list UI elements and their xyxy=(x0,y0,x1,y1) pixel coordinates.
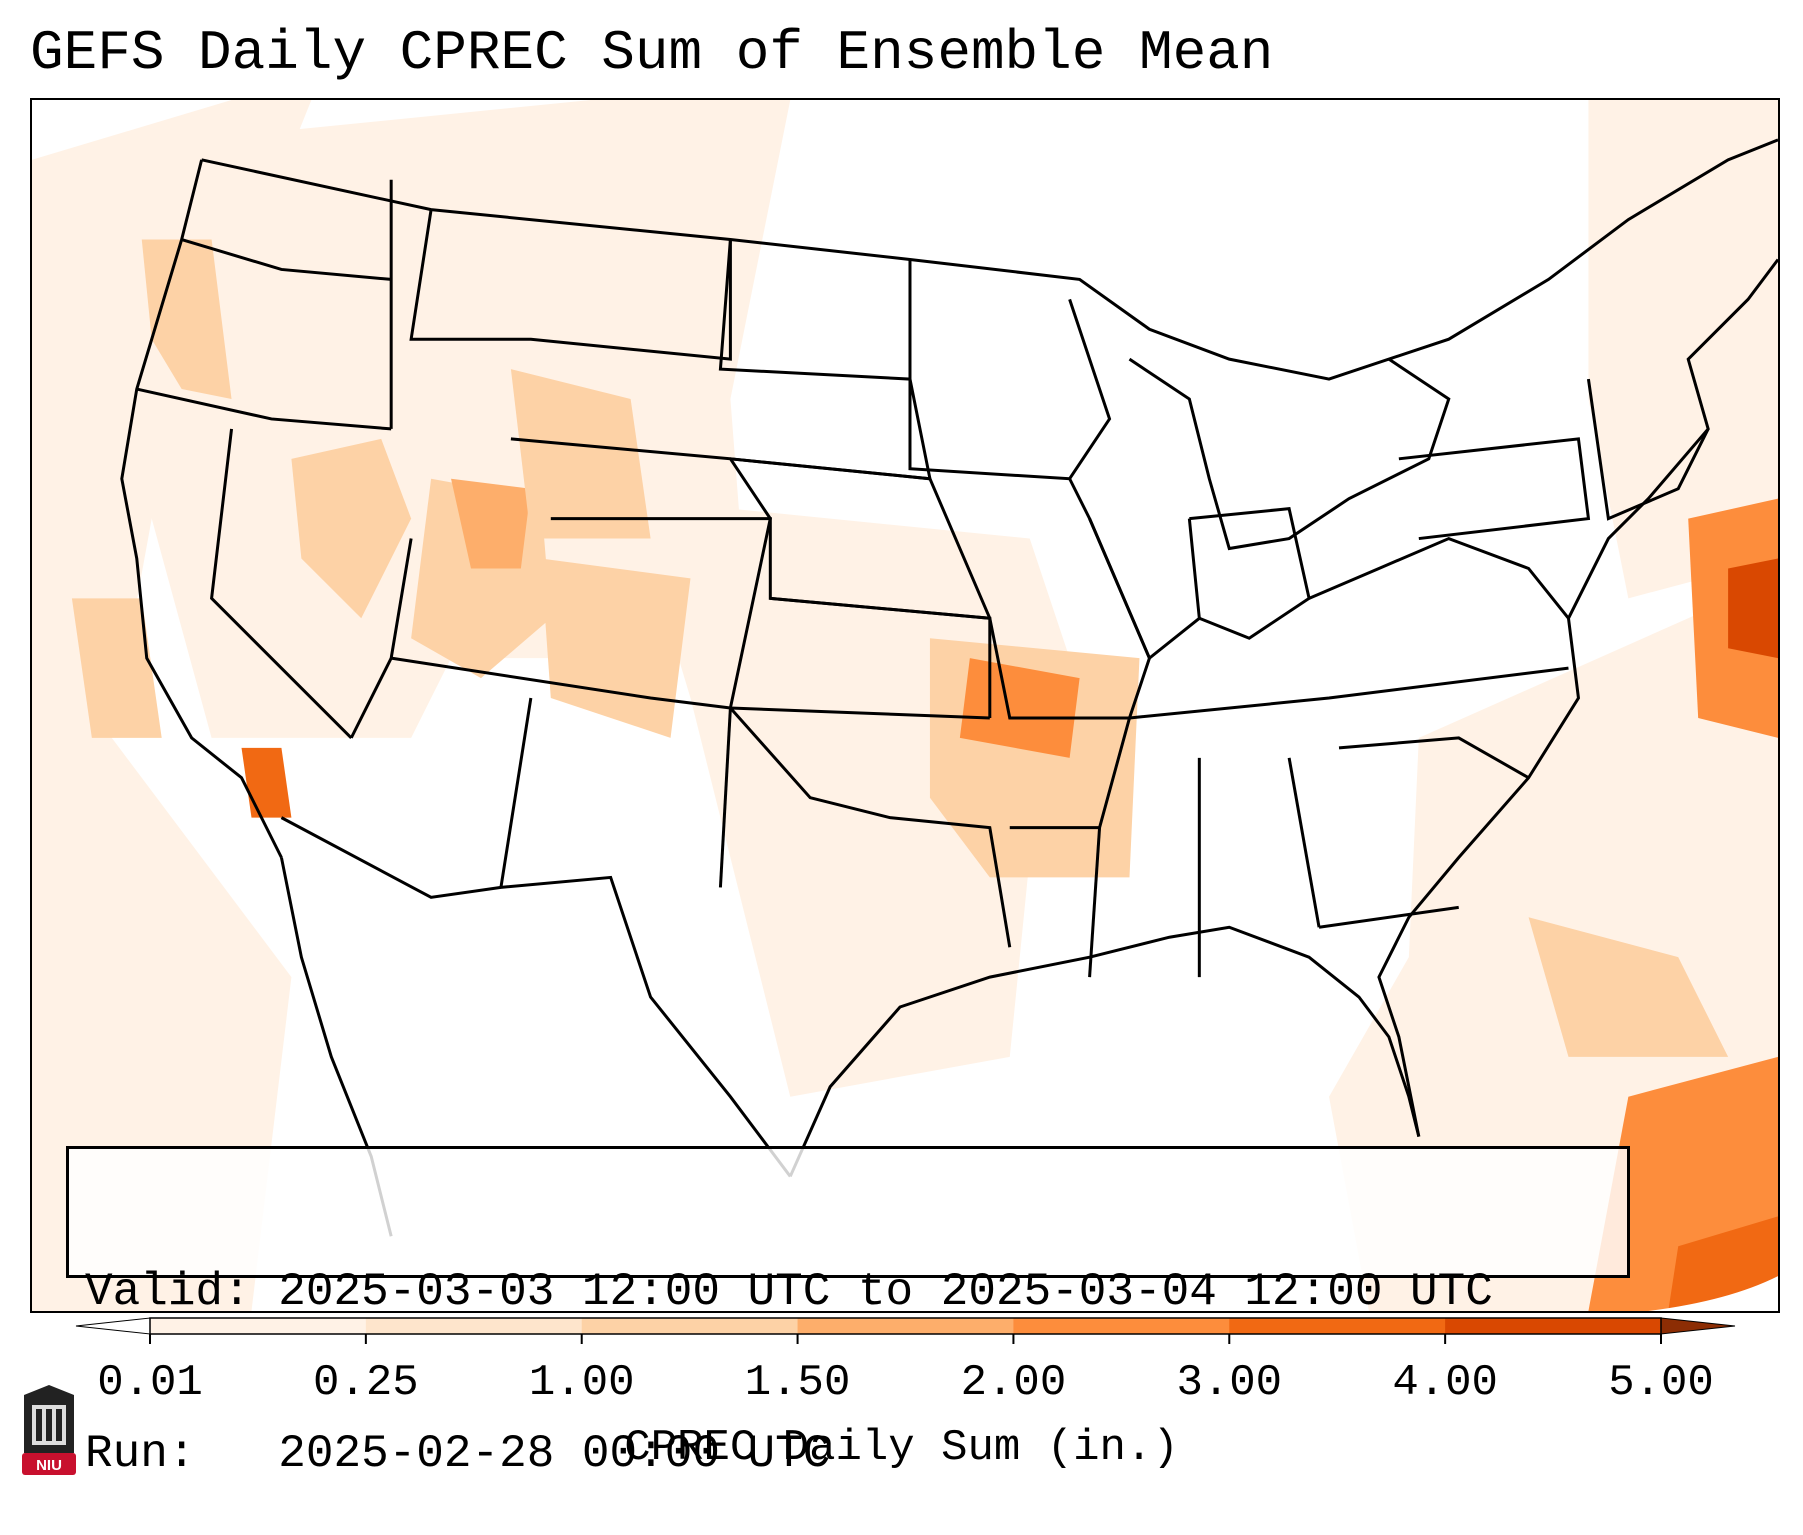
precip-utah-max xyxy=(451,478,531,569)
map-panel xyxy=(30,98,1780,1313)
colorbar-tick-label: 0.01 xyxy=(97,1358,203,1408)
colorbar-tick-label: 5.00 xyxy=(1608,1358,1714,1408)
run-line: Run: 2025-02-28 00:00 UTC xyxy=(85,1427,1611,1481)
precip-socal xyxy=(71,598,162,738)
colorbar-segment xyxy=(1445,1318,1662,1334)
valid-value: 2025-03-03 12:00 UTC to 2025-03-04 12:00… xyxy=(278,1266,1493,1318)
niu-logo-text: NIU xyxy=(36,1457,62,1474)
border-mn-ia xyxy=(908,259,1112,481)
niu-logo-icon: NIU xyxy=(22,1385,76,1475)
colorbar-tick-label: 1.50 xyxy=(744,1358,851,1408)
colorbar-under-arrow xyxy=(75,1317,151,1335)
colorbar-outline xyxy=(149,1317,1662,1335)
border-la-ms xyxy=(1088,827,1102,978)
border-ga-fl xyxy=(1318,905,1459,929)
border-mo-ar xyxy=(988,478,1152,720)
run-value: 2025-02-28 00:00 UTC xyxy=(278,1428,831,1480)
border-az-nm xyxy=(499,697,533,888)
border-or-ca xyxy=(136,387,392,431)
precip-southeast-atlantic xyxy=(1528,917,1729,1057)
border-new-england xyxy=(1586,378,1710,521)
west-coast xyxy=(120,159,283,859)
colorbar-segment xyxy=(797,1318,1014,1334)
precip-northeast-ocean xyxy=(1588,100,1778,599)
colorbar-segment xyxy=(365,1318,583,1334)
border-al-ga xyxy=(1287,757,1321,928)
valid-line: Valid: 2025-03-03 12:00 UTC to 2025-03-0… xyxy=(85,1265,1611,1319)
border-wv-va xyxy=(1308,536,1570,620)
great-lakes xyxy=(1128,357,1451,551)
border-nm-tx xyxy=(718,707,732,888)
precip-pacific-coast xyxy=(32,100,312,1311)
colorbar-segment xyxy=(581,1318,799,1334)
valid-label: Valid: xyxy=(85,1266,251,1318)
east-coast xyxy=(1377,258,1778,1137)
precipitation-map xyxy=(32,100,1778,1311)
border-ok-tx xyxy=(729,706,1012,948)
colorbar-segment xyxy=(1013,1318,1230,1334)
border-wa-or xyxy=(181,238,392,281)
border-oh-in xyxy=(1189,507,1311,640)
precip-oregon-coast xyxy=(141,239,232,400)
colorbar-tick-label: 4.00 xyxy=(1392,1358,1498,1408)
colorbar-segment xyxy=(1229,1318,1446,1334)
colorbar-tick-label: 2.00 xyxy=(960,1358,1067,1408)
colorbar-tick-label: 3.00 xyxy=(1176,1358,1283,1408)
valid-run-box: Valid: 2025-03-03 12:00 UTC to 2025-03-0… xyxy=(66,1146,1630,1480)
precip-atlantic-max xyxy=(1728,558,1778,659)
border-four-corners xyxy=(390,656,990,720)
border-nc-sc xyxy=(1338,736,1530,780)
border-wy-co xyxy=(510,437,772,709)
colorbar-over-arrow xyxy=(1660,1317,1736,1335)
precip-shading xyxy=(32,100,1778,1311)
colorbar-segment xyxy=(150,1318,367,1334)
precip-wyoming xyxy=(510,369,651,539)
colorbar-tick-label: 0.25 xyxy=(313,1358,419,1408)
precip-socal-max xyxy=(241,747,292,818)
colorbar-segments xyxy=(150,1318,1662,1334)
map-title: GEFS Daily CPREC Sum of Ensemble Mean xyxy=(30,21,1274,85)
precip-idaho-nevada xyxy=(291,438,412,619)
border-ky-tn xyxy=(1129,666,1569,720)
mexico-border xyxy=(280,816,792,1178)
precip-caribbean-max xyxy=(1668,1216,1778,1311)
colorbar-ticks xyxy=(149,1334,1662,1344)
border-mt-wy xyxy=(409,209,732,361)
border-il-in xyxy=(1088,518,1201,661)
precip-colorado xyxy=(540,558,691,738)
colorbar-tick-label: 1.00 xyxy=(528,1358,635,1408)
border-ne-ks xyxy=(730,457,992,619)
colorbar-label: CPREC Daily Sum (in.) xyxy=(624,1423,1179,1473)
colorbar xyxy=(75,1317,1736,1344)
border-pa xyxy=(1398,437,1591,541)
projection-edge xyxy=(1648,1276,1778,1311)
run-label: Run: xyxy=(85,1428,196,1480)
border-nv xyxy=(210,428,353,739)
